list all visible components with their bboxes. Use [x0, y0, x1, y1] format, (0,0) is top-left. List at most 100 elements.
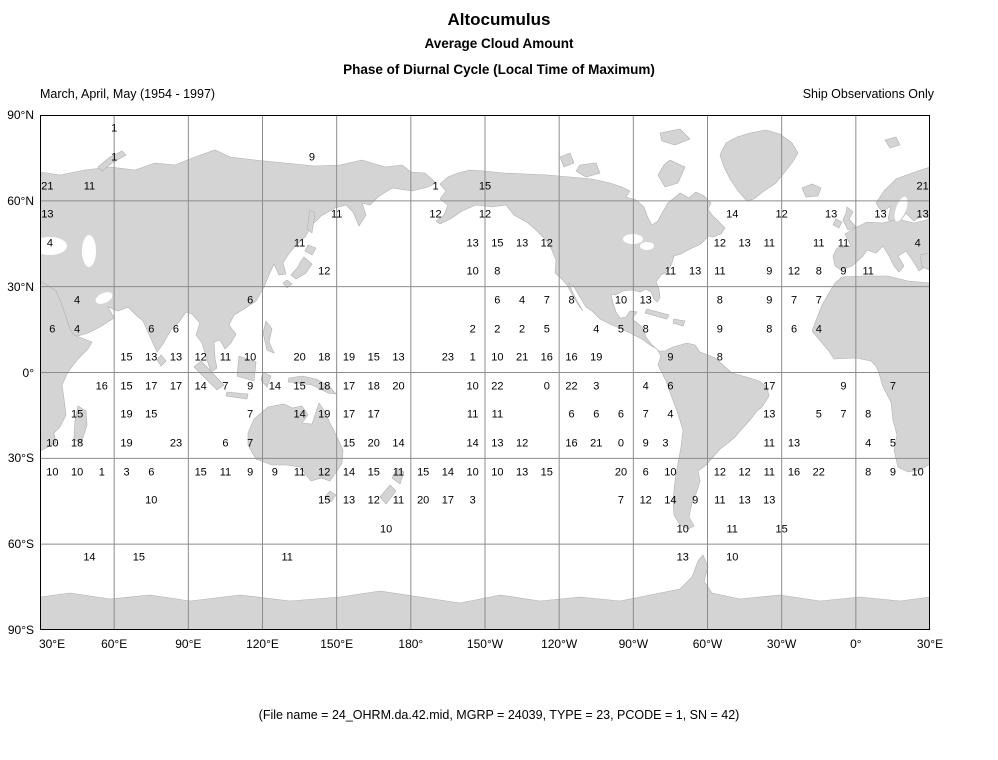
- black-sea: [40, 237, 67, 255]
- map-grid-value: 15: [478, 180, 492, 193]
- landmass-africa-right: [811, 275, 930, 473]
- baltic-sea: [894, 196, 908, 222]
- landmass-java: [225, 391, 249, 400]
- map-grid-value: 6: [148, 466, 155, 479]
- map-grid-value: 15: [318, 494, 331, 507]
- map-grid-value: 23: [441, 351, 455, 364]
- map-grid-value: 10: [46, 437, 59, 450]
- map-grid-value: 14: [726, 208, 739, 221]
- x-axis-tick-label: 150°E: [320, 637, 354, 651]
- map-grid-value: 20: [392, 380, 405, 393]
- map-grid-value: 14: [392, 437, 405, 450]
- map-grid-value: 6: [790, 323, 798, 336]
- x-axis-tick-label: 180°: [398, 637, 424, 651]
- landmass-australia: [247, 402, 344, 482]
- map-grid-value: 17: [763, 380, 776, 393]
- map-grid-value: 2: [519, 323, 526, 336]
- map-grid-value: 1: [432, 180, 439, 193]
- map-grid-value: 8: [716, 351, 723, 364]
- map-grid-value: 4: [642, 380, 649, 393]
- map-grid-value: 4: [74, 294, 81, 307]
- map-grid-value: 14: [293, 408, 306, 421]
- map-grid-value: 8: [865, 466, 872, 479]
- map-grid-value: 10: [379, 523, 393, 536]
- map-grid-value: 0: [543, 380, 550, 393]
- map-grid-value: 13: [342, 494, 356, 507]
- map-grid-value: 10: [491, 466, 504, 479]
- y-axis-tick-label: 90°N: [7, 108, 34, 122]
- map-grid-value: 9: [716, 323, 723, 336]
- map-grid-value: 10: [70, 466, 84, 479]
- landmass-svalbard: [884, 136, 901, 149]
- map-grid-value: 14: [342, 466, 356, 479]
- landmass-japan-hokkaido: [304, 244, 317, 256]
- map-grid-value: 13: [515, 237, 529, 250]
- map-grid-value: 11: [763, 237, 776, 250]
- map-grid-value: 17: [367, 408, 380, 421]
- map-grid-value: 1: [111, 151, 118, 164]
- map-values-layer: 1 1 9 21 11 1 15 21 13 11 12 12 14 12 13 13 13 4 11 13 15 13 1…: [40, 115, 930, 630]
- map-grid-value: 12: [540, 237, 553, 250]
- landmass-baffin-island: [657, 159, 686, 188]
- map-grid-value: 8: [716, 294, 723, 307]
- map-grid-value: 15: [120, 380, 133, 393]
- landmass-japan-honshu: [290, 256, 313, 280]
- map-grid-value: 21: [41, 180, 54, 193]
- map-grid-value: 4: [593, 323, 600, 336]
- map-grid-value: 12: [478, 208, 492, 221]
- map-grid-value: 19: [120, 408, 133, 421]
- map-grid-value: 15: [194, 466, 207, 479]
- map-grid-value: 14: [466, 437, 479, 450]
- map-grid-value: 17: [169, 380, 183, 393]
- map-grid-value: 2: [469, 323, 476, 336]
- x-axis-tick-label: 90°E: [175, 637, 202, 651]
- y-axis-tick-label: 30°S: [7, 451, 34, 466]
- persian-gulf: [95, 292, 113, 304]
- map-grid-value: 7: [247, 437, 254, 450]
- map-grid-value: 13: [41, 208, 54, 221]
- map-grid-value: 15: [293, 380, 306, 393]
- map-grid-value: 20: [367, 437, 380, 450]
- map-grid-value: 15: [417, 466, 430, 479]
- map-grid-value: 22: [812, 466, 825, 479]
- map-grid-value: 13: [787, 437, 801, 450]
- map-grid-value: 5: [617, 323, 625, 336]
- map-grid-value: 9: [247, 380, 254, 393]
- map-grid-value: 21: [515, 351, 529, 364]
- landmass-scandinavia: [875, 166, 930, 228]
- map-grid-value: 10: [491, 351, 504, 364]
- map-grid-value: 8: [494, 265, 501, 278]
- map-grid-value: 12: [429, 208, 442, 221]
- map-grid-value: 13: [916, 208, 929, 221]
- map-grid-value: 20: [614, 466, 628, 479]
- map-grid-value: 14: [268, 380, 281, 393]
- map-grid-value: 10: [466, 380, 479, 393]
- map-grid-value: 15: [540, 466, 553, 479]
- file-caption: (File name = 24_OHRM.da.42.mid, MGRP = 2…: [258, 708, 740, 722]
- period-label: March, April, May (1954 - 1997): [40, 87, 216, 101]
- map-grid-value: 15: [367, 351, 380, 364]
- source-label: Ship Observations Only: [802, 87, 934, 101]
- map-grid-value: 19: [120, 437, 133, 450]
- y-axis-labels: 90°N 60°N 30°N 0° 30°S 60°S 90°S: [0, 108, 34, 637]
- map-grid-value: 21: [916, 180, 929, 193]
- x-axis-tick-label: 60°W: [692, 637, 723, 651]
- map-grid-value: 12: [318, 466, 331, 479]
- map-grid-value: 9: [766, 265, 773, 278]
- map-grid-value: 2: [494, 323, 501, 336]
- map-grid-value: 16: [540, 351, 553, 364]
- map-grid-value: 6: [172, 323, 180, 336]
- landmass-novaya-zemlya: [97, 150, 127, 172]
- map-grid-value: 10: [614, 294, 628, 307]
- map-area: 1 1 9 21 11 1 15 21 13 11 12 12 14 12 13 13 13 4 11 13 15 13 1…: [7, 108, 943, 651]
- map-grid-value: 6: [49, 323, 56, 336]
- landmass-sakhalin: [306, 209, 316, 234]
- map-grid-value: 6: [667, 380, 674, 393]
- map-grid-value: 1: [469, 351, 476, 364]
- map-grid-value: 15: [120, 351, 133, 364]
- map-grid-value: 12: [194, 351, 207, 364]
- map-grid-value: 11: [219, 466, 232, 479]
- map-grid-value: 14: [664, 494, 677, 507]
- map-grid-value: 11: [293, 237, 306, 250]
